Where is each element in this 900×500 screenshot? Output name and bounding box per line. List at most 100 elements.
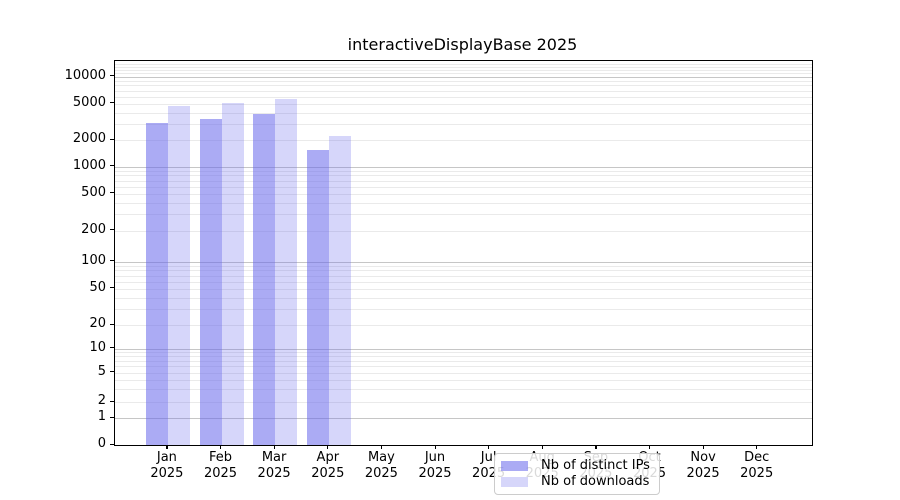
y-axis-tick-5000	[110, 102, 114, 104]
y-tick-label-5: 5	[97, 363, 106, 379]
gridline-20	[115, 325, 812, 326]
y-axis-tick-50	[110, 287, 114, 289]
gridline-10	[115, 348, 812, 350]
y-tick-label-20: 20	[89, 316, 106, 331]
legend-entry-downloads: Nb of downloads	[501, 474, 651, 490]
gridline-14000	[115, 63, 812, 65]
x-axis-tick-feb	[220, 445, 222, 450]
y-axis-tick-1000	[110, 165, 114, 167]
legend-entry-distinct-ips: Nb of distinct IPs	[501, 458, 651, 474]
y-tick-label-2: 2	[97, 393, 106, 408]
bar-jan-distinct-ips	[145, 123, 168, 445]
x-axis-tick-may	[380, 445, 383, 450]
gridline-60	[115, 281, 812, 283]
x-axis-tick-oct	[649, 445, 651, 450]
y-axis-tick-5	[110, 371, 114, 373]
gridline-8	[115, 356, 812, 358]
legend-swatch-distinct-ips	[501, 460, 528, 471]
y-tick-label-10: 10	[89, 339, 106, 355]
bar-apr-downloads	[328, 136, 351, 445]
y-axis-tick-100	[110, 260, 114, 262]
gridline-2000	[115, 140, 812, 141]
y-tick-label-50: 50	[89, 279, 106, 295]
y-tick-label-1000: 1000	[72, 157, 106, 173]
gridline-8000	[115, 85, 812, 87]
y-axis-tick-10000	[110, 75, 114, 77]
y-tick-label-200: 200	[81, 221, 106, 237]
legend-label-downloads: Nb of downloads	[541, 474, 650, 490]
x-tick-label-dec: Dec 2025	[740, 450, 774, 481]
gridline-1000	[115, 166, 812, 168]
x-axis-tick-jan	[166, 445, 168, 450]
x-tick-label-may: May 2025	[364, 450, 398, 481]
y-axis-tick-2	[110, 400, 114, 402]
y-tick-label-500: 500	[81, 184, 106, 200]
x-tick-label-apr: Apr 2025	[311, 450, 345, 481]
plot-area: Nb of distinct IPs Nb of downloads	[114, 60, 813, 495]
gridline-80	[115, 270, 812, 272]
x-axis-tick-dec	[756, 445, 758, 450]
gridline-3000	[115, 123, 812, 125]
bar-mar-distinct-ips	[253, 114, 276, 445]
gridline-1	[115, 418, 812, 419]
y-axis-tick-10	[110, 347, 114, 349]
gridline-6	[115, 366, 812, 368]
gridline-50	[115, 288, 812, 290]
y-tick-label-10000: 10000	[64, 67, 106, 83]
y-tick-label-5000: 5000	[72, 94, 106, 110]
gridline-9	[115, 352, 812, 354]
legend-label-distinct-ips: Nb of distinct IPs	[541, 457, 650, 473]
gridline-400	[115, 202, 812, 204]
bar-feb-downloads	[221, 102, 244, 445]
gridline-800	[115, 175, 812, 177]
x-axis-tick-apr	[327, 445, 329, 450]
gridline-4000	[115, 112, 812, 114]
y-axis-tick-200	[110, 229, 114, 231]
gridline-900	[115, 170, 812, 172]
gridline-500	[115, 193, 812, 195]
legend: Nb of distinct IPs Nb of downloads	[494, 453, 660, 495]
bar-mar-downloads	[275, 98, 298, 445]
gridline-13000	[115, 66, 812, 68]
gridline-30	[115, 308, 812, 310]
bar-apr-distinct-ips	[306, 149, 329, 445]
y-tick-label-100: 100	[81, 252, 106, 268]
gridline-70	[115, 275, 812, 277]
y-axis-tick-1	[110, 416, 114, 418]
gridline-600	[115, 186, 812, 188]
y-tick-label-2000: 2000	[72, 131, 106, 146]
y-tick-label-0: 0	[97, 436, 106, 451]
gridline-7	[115, 361, 812, 362]
x-axis-tick-aug	[541, 445, 543, 450]
gridline-12000	[115, 69, 812, 71]
legend-swatch-downloads	[501, 477, 528, 488]
bar-feb-distinct-ips	[199, 119, 222, 445]
x-tick-label-nov: Nov 2025	[686, 450, 720, 481]
gridline-4	[115, 379, 812, 381]
x-tick-label-mar: Mar 2025	[257, 450, 291, 481]
x-axis-tick-mar	[273, 445, 275, 450]
x-axis-tick-jun	[434, 445, 436, 450]
gridline-700	[115, 180, 812, 182]
gridline-7000	[115, 90, 812, 92]
x-tick-label-feb: Feb 2025	[203, 450, 238, 481]
x-tick-label-jan: Jan 2025	[150, 450, 184, 481]
x-tick-label-jun: Jun 2025	[418, 450, 452, 481]
gridline-200	[115, 230, 812, 232]
chart-title: interactiveDisplayBase 2025	[347, 35, 578, 54]
gridline-9000	[115, 80, 812, 82]
gridline-10000	[115, 76, 812, 78]
gridline-5	[115, 372, 812, 374]
y-axis-tick-0	[110, 443, 114, 445]
gridline-100	[115, 261, 812, 263]
gridline-2	[115, 402, 812, 403]
gridline-3	[115, 389, 812, 390]
y-axis-tick-500	[110, 192, 114, 194]
x-axis-tick-nov	[702, 445, 704, 450]
x-axis-tick-jul	[488, 445, 490, 450]
gridline-5000	[115, 103, 812, 105]
y-axis-tick-2000	[110, 138, 114, 140]
gridline-6000	[115, 96, 812, 98]
x-axis-tick-sep	[595, 445, 597, 450]
